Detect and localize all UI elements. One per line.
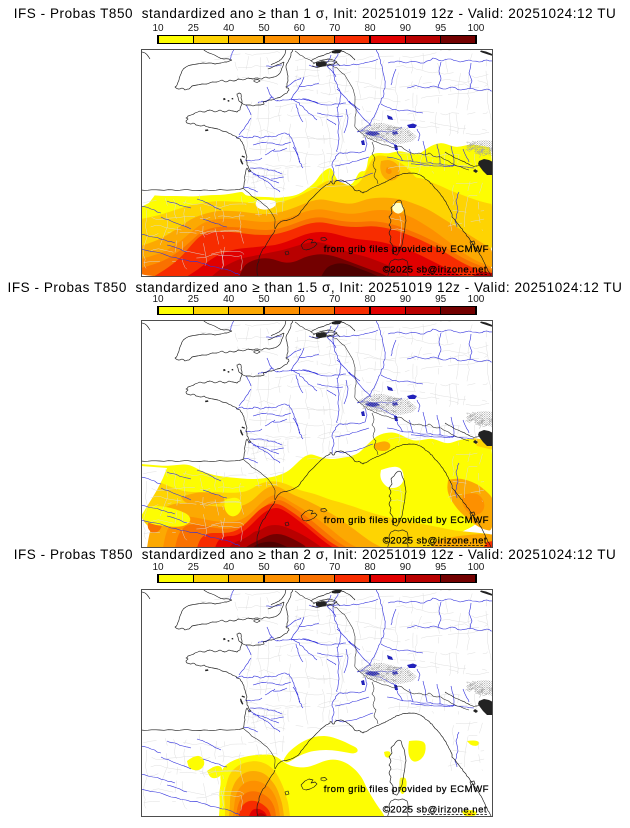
svg-text:from grib files provided by EC: from grib files provided by ECMWF [324, 515, 489, 526]
svg-text:from grib files provided by EC: from grib files provided by ECMWF [324, 244, 489, 255]
svg-text:©2025 sb@irizone.net: ©2025 sb@irizone.net [383, 805, 487, 816]
svg-text:©2025 sb@irizone.net: ©2025 sb@irizone.net [383, 536, 487, 547]
svg-text:©2025 sb@irizone.net: ©2025 sb@irizone.net [383, 265, 487, 276]
svg-text:from grib files provided by EC: from grib files provided by ECMWF [324, 784, 489, 795]
